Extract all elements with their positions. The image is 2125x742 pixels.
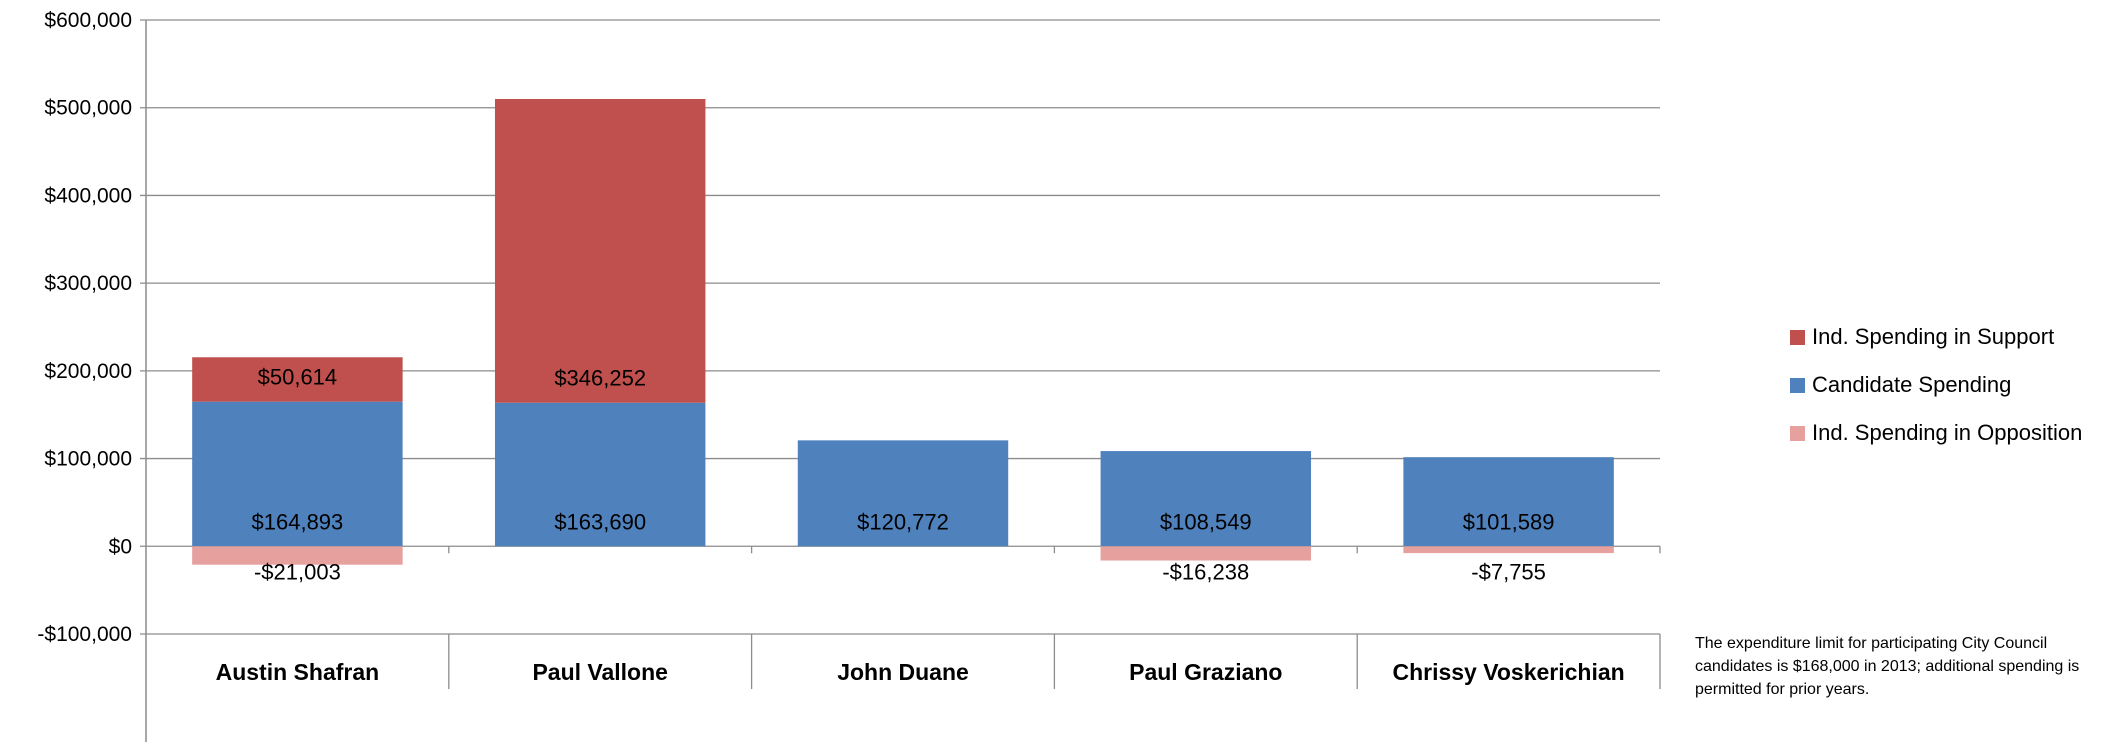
- legend-label-support: Ind. Spending in Support: [1812, 324, 2055, 349]
- data-label-opposition: -$16,238: [1162, 559, 1249, 584]
- data-label-candidate: $163,690: [554, 509, 646, 534]
- category-label: John Duane: [837, 659, 969, 685]
- legend-label-opposition: Ind. Spending in Opposition: [1812, 420, 2083, 445]
- data-label-candidate: $164,893: [252, 509, 344, 534]
- chart-legend: Ind. Spending in Support Candidate Spend…: [1790, 313, 2082, 457]
- bar-ind-support: [494, 98, 706, 403]
- data-label-support: $50,614: [258, 365, 338, 390]
- bar-candidate-spending: [1403, 457, 1614, 547]
- legend-swatch-opposition: [1790, 425, 1805, 441]
- bar-ind-support: [192, 357, 403, 402]
- data-label-opposition: -$21,003: [254, 559, 341, 584]
- data-label-candidate: $120,772: [857, 509, 949, 534]
- data-label-candidate: $101,589: [1463, 509, 1555, 534]
- bar-ind-opposition: [192, 546, 403, 565]
- bar-ind-opposition: [1100, 546, 1312, 561]
- bar-candidate-spending: [494, 402, 706, 547]
- y-tick-label: $500,000: [44, 97, 132, 120]
- legend-swatch-support: [1790, 329, 1805, 345]
- legend-item-candidate: Candidate Spending: [1790, 361, 2082, 409]
- bar-ind-opposition: [1403, 546, 1614, 554]
- data-label-candidate: $108,549: [1160, 509, 1252, 534]
- legend-swatch-candidate: [1790, 377, 1805, 393]
- category-label: Paul Graziano: [1129, 659, 1282, 685]
- y-tick-label: $100,000: [44, 448, 132, 471]
- y-tick-label: $300,000: [44, 272, 132, 295]
- data-label-opposition: -$7,755: [1471, 559, 1546, 584]
- bar-candidate-spending: [1100, 451, 1312, 547]
- legend-label-candidate: Candidate Spending: [1812, 372, 2012, 397]
- y-tick-label: -$100,000: [37, 623, 132, 646]
- bar-candidate-spending: [192, 401, 403, 547]
- category-label: Paul Vallone: [532, 659, 668, 685]
- bar-candidate-spending: [797, 440, 1009, 547]
- legend-item-opposition: Ind. Spending in Opposition: [1790, 409, 2082, 457]
- y-tick-label: $600,000: [44, 9, 132, 32]
- y-tick-label: $400,000: [44, 184, 132, 207]
- data-label-support: $346,252: [554, 366, 646, 391]
- category-label: Austin Shafran: [216, 659, 380, 685]
- expenditure-limit-note: The expenditure limit for participating …: [1695, 635, 2080, 698]
- category-label: Chrissy Voskerichian: [1392, 659, 1624, 685]
- y-tick-label: $200,000: [44, 360, 132, 383]
- y-tick-label: $0: [109, 535, 132, 558]
- legend-item-support: Ind. Spending in Support: [1790, 313, 2082, 361]
